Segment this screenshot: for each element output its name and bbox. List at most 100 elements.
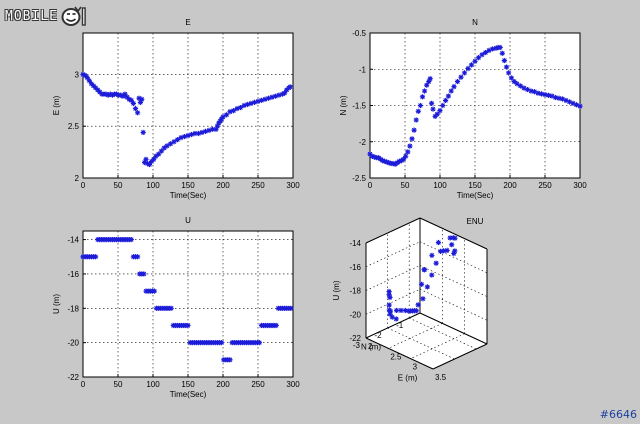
data-point bbox=[506, 70, 512, 76]
data-point bbox=[174, 137, 181, 143]
data-point bbox=[444, 247, 450, 254]
data-point bbox=[451, 250, 457, 257]
data-point bbox=[135, 254, 141, 260]
data-point bbox=[144, 160, 150, 167]
data-point bbox=[384, 159, 390, 165]
data-point bbox=[151, 156, 157, 162]
data-point bbox=[151, 288, 157, 294]
data-point bbox=[386, 302, 392, 308]
y-axis-label: U (m) bbox=[52, 294, 61, 314]
y-axis-label: N (m) bbox=[361, 343, 381, 352]
data-point bbox=[424, 82, 430, 88]
data-point bbox=[559, 96, 566, 102]
data-point bbox=[142, 159, 148, 166]
data-point bbox=[531, 89, 538, 95]
y-axis-label: N (m) bbox=[339, 95, 348, 115]
data-point bbox=[570, 100, 576, 106]
logo-face-icon bbox=[61, 6, 86, 26]
data-point bbox=[419, 94, 426, 100]
data-point bbox=[181, 133, 188, 140]
y-tick-label: -20 bbox=[67, 339, 79, 348]
data-point bbox=[227, 109, 233, 115]
y-axis-label: E (m) bbox=[52, 95, 61, 115]
data-point bbox=[288, 305, 294, 311]
data-point bbox=[454, 78, 461, 85]
y-tick-label: -16 bbox=[67, 270, 79, 279]
data-point bbox=[209, 126, 216, 132]
data-point bbox=[461, 70, 468, 76]
data-point bbox=[440, 248, 447, 254]
data-point bbox=[386, 160, 392, 166]
data-point bbox=[432, 113, 438, 119]
data-point bbox=[429, 100, 435, 106]
data-point bbox=[389, 314, 395, 320]
data-point bbox=[405, 149, 411, 155]
data-point bbox=[451, 84, 457, 90]
chart-enu: -22 -20 -18 -16 -14 -3 -2 -1 2 2.5 3 3.5 ENU E (m) N (… bbox=[332, 217, 488, 383]
data-point bbox=[497, 44, 503, 51]
data-point bbox=[499, 50, 505, 56]
x-tick-label: 200 bbox=[216, 380, 230, 389]
x-tick-label: 2.5 bbox=[390, 352, 402, 361]
x-tick-label: 150 bbox=[181, 181, 195, 190]
data-point bbox=[420, 296, 426, 302]
data-point bbox=[149, 158, 155, 165]
data-point bbox=[517, 83, 524, 89]
x-axis-label: Time(Sec) bbox=[170, 390, 207, 399]
logo-text: MOBILE bbox=[5, 8, 58, 24]
data-point bbox=[132, 106, 139, 112]
data-point bbox=[503, 64, 510, 70]
data-point bbox=[214, 123, 220, 129]
data-point bbox=[435, 239, 442, 246]
data-point bbox=[447, 235, 453, 241]
data-point bbox=[382, 158, 388, 164]
x-axis-label: Time(Sec) bbox=[457, 191, 494, 200]
y-tick-label: -22 bbox=[67, 373, 79, 382]
data-point bbox=[168, 305, 174, 311]
data-point bbox=[429, 272, 435, 278]
data-point bbox=[276, 92, 282, 98]
data-point bbox=[434, 111, 440, 117]
data-point bbox=[465, 65, 471, 72]
data-point bbox=[284, 87, 290, 93]
data-point bbox=[386, 292, 392, 298]
x-tick-label: 0 bbox=[81, 380, 86, 389]
data-point bbox=[86, 78, 92, 84]
x-tick-label: 2 bbox=[368, 342, 373, 351]
data-point bbox=[426, 78, 432, 85]
data-point bbox=[556, 95, 562, 101]
chart-u: 0 50 100 150 200 250 300 -22 -20 -18 -16 -14 U Time(S… bbox=[52, 216, 300, 399]
data-point bbox=[482, 49, 489, 56]
data-point bbox=[413, 308, 419, 314]
data-point bbox=[486, 47, 492, 53]
data-point bbox=[107, 91, 113, 97]
data-point bbox=[415, 302, 421, 308]
y-tick-label: -0.5 bbox=[352, 29, 366, 38]
data-point bbox=[105, 92, 111, 98]
data-point bbox=[234, 106, 240, 112]
grid-line bbox=[419, 265, 488, 297]
y-tick-label: -14 bbox=[67, 236, 79, 245]
y-tick-label: -18 bbox=[67, 304, 79, 313]
data-point bbox=[128, 97, 134, 103]
data-point bbox=[514, 81, 520, 87]
x-tick-label: 50 bbox=[401, 181, 410, 190]
chart-title: E bbox=[185, 18, 190, 27]
data-point bbox=[202, 128, 209, 134]
data-point bbox=[429, 252, 435, 258]
data-point bbox=[80, 71, 86, 78]
data-point bbox=[114, 91, 120, 97]
x-tick-label: 100 bbox=[146, 181, 160, 190]
data-point bbox=[258, 97, 265, 103]
x-tick-label: 100 bbox=[146, 380, 160, 389]
data-point bbox=[524, 86, 531, 93]
data-point bbox=[387, 294, 393, 301]
data-point bbox=[244, 101, 251, 108]
axis-edge bbox=[365, 312, 421, 339]
x-tick-label: 200 bbox=[216, 181, 230, 190]
mobile01-logo: MOBILE bbox=[5, 4, 88, 28]
data-point bbox=[88, 81, 94, 87]
data-point bbox=[82, 72, 88, 79]
data-point bbox=[137, 99, 143, 105]
data-point bbox=[427, 76, 433, 82]
